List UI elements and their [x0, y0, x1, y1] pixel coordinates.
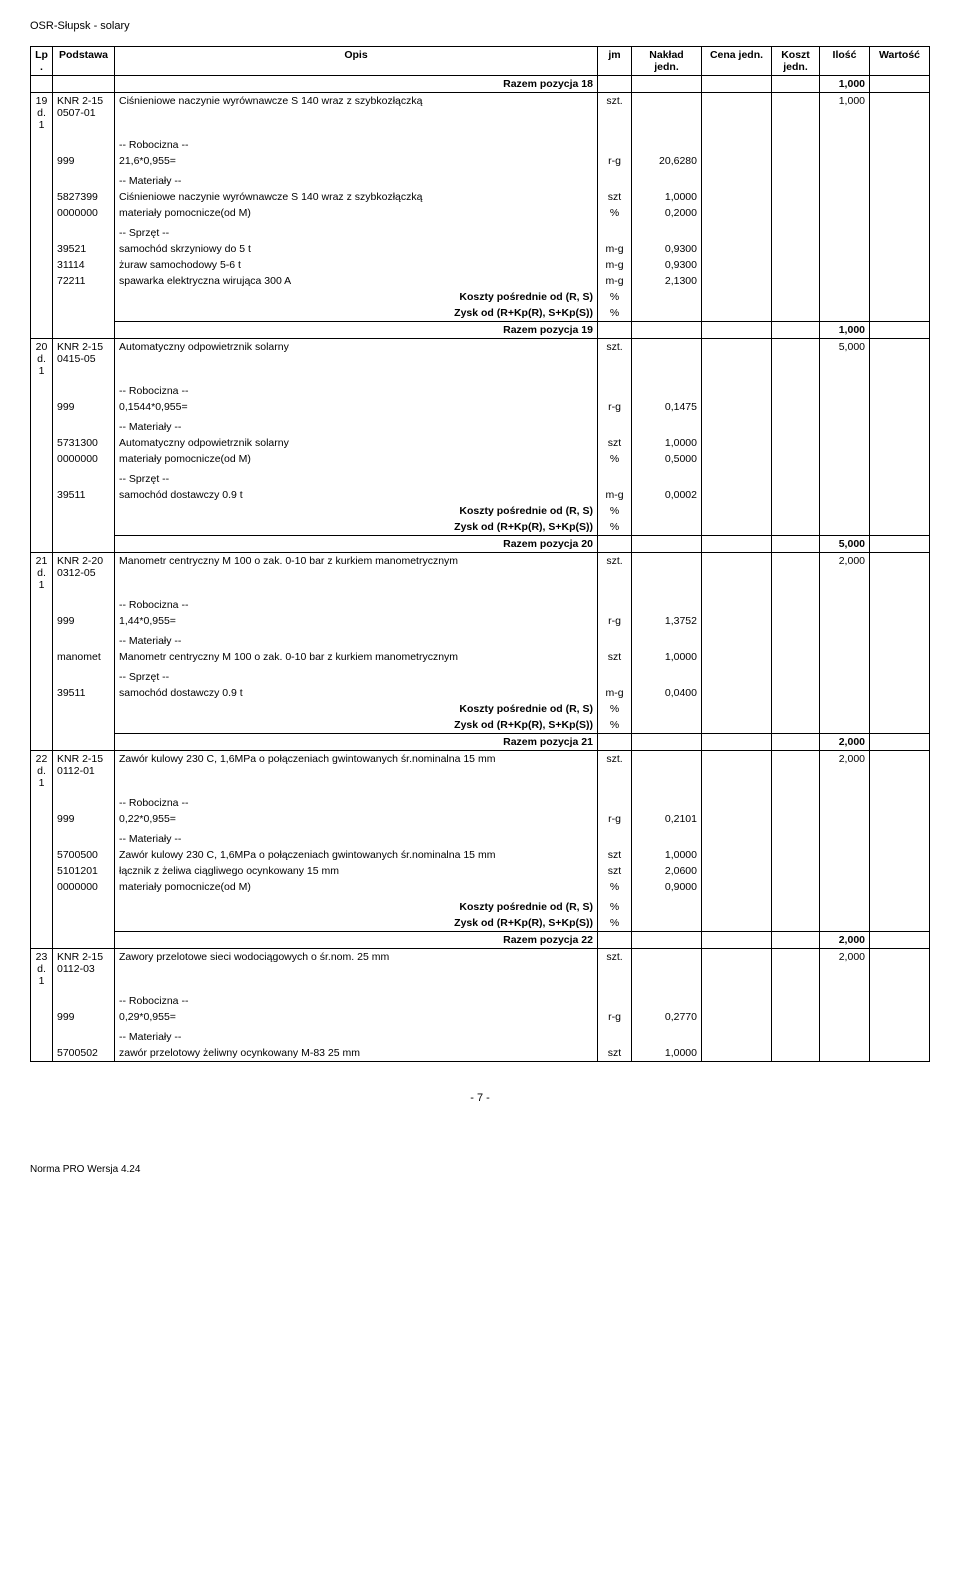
page-number: - 7 -	[30, 1092, 930, 1104]
table-row: manometManometr centryczny M 100 o zak. …	[31, 649, 930, 665]
table-row: 0000000materiały pomocnicze(od M)%0,5000	[31, 451, 930, 467]
table-row: Zysk od (R+Kp(R), S+Kp(S))%	[31, 305, 930, 322]
col-ilosc: Ilość	[820, 47, 870, 76]
table-row: -- Robocizna --	[31, 795, 930, 811]
table-row: 99921,6*0,955=r-g20,6280	[31, 153, 930, 169]
table-row: -- Materiały --	[31, 173, 930, 189]
table-row: -- Materiały --	[31, 633, 930, 649]
table-row: 0000000materiały pomocnicze(od M)%0,2000	[31, 205, 930, 221]
table-row: -- Materiały --	[31, 831, 930, 847]
table-row: 5731300Automatyczny odpowietrznik solarn…	[31, 435, 930, 451]
table-row: Koszty pośrednie od (R, S)%	[31, 701, 930, 717]
table-row: 39511samochód dostawczy 0.9 tm-g0,0400	[31, 685, 930, 701]
table-row: Razem pozycja 222,000	[31, 932, 930, 949]
table-row: -- Robocizna --	[31, 137, 930, 153]
table-row: 9990,1544*0,955=r-g0,1475	[31, 399, 930, 415]
table-row: 39511samochód dostawczy 0.9 tm-g0,0002	[31, 487, 930, 503]
table-row: 22d.1KNR 2-150112-01Zawór kulowy 230 C, …	[31, 751, 930, 792]
norma-version: Norma PRO Wersja 4.24	[30, 1164, 930, 1175]
table-row: Zysk od (R+Kp(R), S+Kp(S))%	[31, 915, 930, 932]
col-podstawa: Podstawa	[53, 47, 115, 76]
table-row: Razem pozycja 191,000	[31, 322, 930, 339]
table-row: Razem pozycja 181,000	[31, 76, 930, 93]
table-row: 23d.1KNR 2-150112-03Zawory przelotowe si…	[31, 949, 930, 990]
table-row: 21d.1KNR 2-200312-05Manometr centryczny …	[31, 553, 930, 594]
table-row: Zysk od (R+Kp(R), S+Kp(S))%	[31, 717, 930, 734]
table-row: 9990,29*0,955=r-g0,2770	[31, 1009, 930, 1025]
table-row: Koszty pośrednie od (R, S)%	[31, 899, 930, 915]
table-row: Koszty pośrednie od (R, S)%	[31, 289, 930, 305]
table-row: -- Materiały --	[31, 419, 930, 435]
table-header-row: Lp. Podstawa Opis jm Nakład jedn. Cena j…	[31, 47, 930, 76]
table-row: 39521samochód skrzyniowy do 5 tm-g0,9300	[31, 241, 930, 257]
table-row: -- Robocizna --	[31, 993, 930, 1009]
table-row: -- Sprzęt --	[31, 471, 930, 487]
table-row: 31114żuraw samochodowy 5-6 tm-g0,9300	[31, 257, 930, 273]
table-row: 9991,44*0,955=r-g1,3752	[31, 613, 930, 629]
table-row: -- Materiały --	[31, 1029, 930, 1045]
col-naklad: Nakład jedn.	[632, 47, 702, 76]
doc-header: OSR-Słupsk - solary	[30, 20, 930, 32]
table-row: 19d.1KNR 2-150507-01Ciśnieniowe naczynie…	[31, 93, 930, 134]
table-row: -- Robocizna --	[31, 383, 930, 399]
table-row: Razem pozycja 212,000	[31, 734, 930, 751]
table-row: 9990,22*0,955=r-g0,2101	[31, 811, 930, 827]
col-koszt: Koszt jedn.	[772, 47, 820, 76]
table-row: 5700500Zawór kulowy 230 C, 1,6MPa o połą…	[31, 847, 930, 863]
table-row: 5827399Ciśnieniowe naczynie wyrównawcze …	[31, 189, 930, 205]
table-row: -- Robocizna --	[31, 597, 930, 613]
table-row: 72211spawarka elektryczna wirująca 300 A…	[31, 273, 930, 289]
table-row: 5101201łącznik z żeliwa ciągliwego ocynk…	[31, 863, 930, 879]
table-row: -- Sprzęt --	[31, 225, 930, 241]
col-lp: Lp.	[31, 47, 53, 76]
col-wartosc: Wartość	[870, 47, 930, 76]
table-row: Zysk od (R+Kp(R), S+Kp(S))%	[31, 519, 930, 536]
table-row: 0000000materiały pomocnicze(od M)%0,9000	[31, 879, 930, 895]
table-row: Razem pozycja 205,000	[31, 536, 930, 553]
table-row: Koszty pośrednie od (R, S)%	[31, 503, 930, 519]
table-row: 5700502zawór przelotowy żeliwny ocynkowa…	[31, 1045, 930, 1062]
table-row: 20d.1KNR 2-150415-05Automatyczny odpowie…	[31, 339, 930, 380]
table-row: -- Sprzęt --	[31, 669, 930, 685]
col-jm: jm	[598, 47, 632, 76]
col-cena: Cena jedn.	[702, 47, 772, 76]
cost-table: Lp. Podstawa Opis jm Nakład jedn. Cena j…	[30, 46, 930, 1062]
col-opis: Opis	[115, 47, 598, 76]
